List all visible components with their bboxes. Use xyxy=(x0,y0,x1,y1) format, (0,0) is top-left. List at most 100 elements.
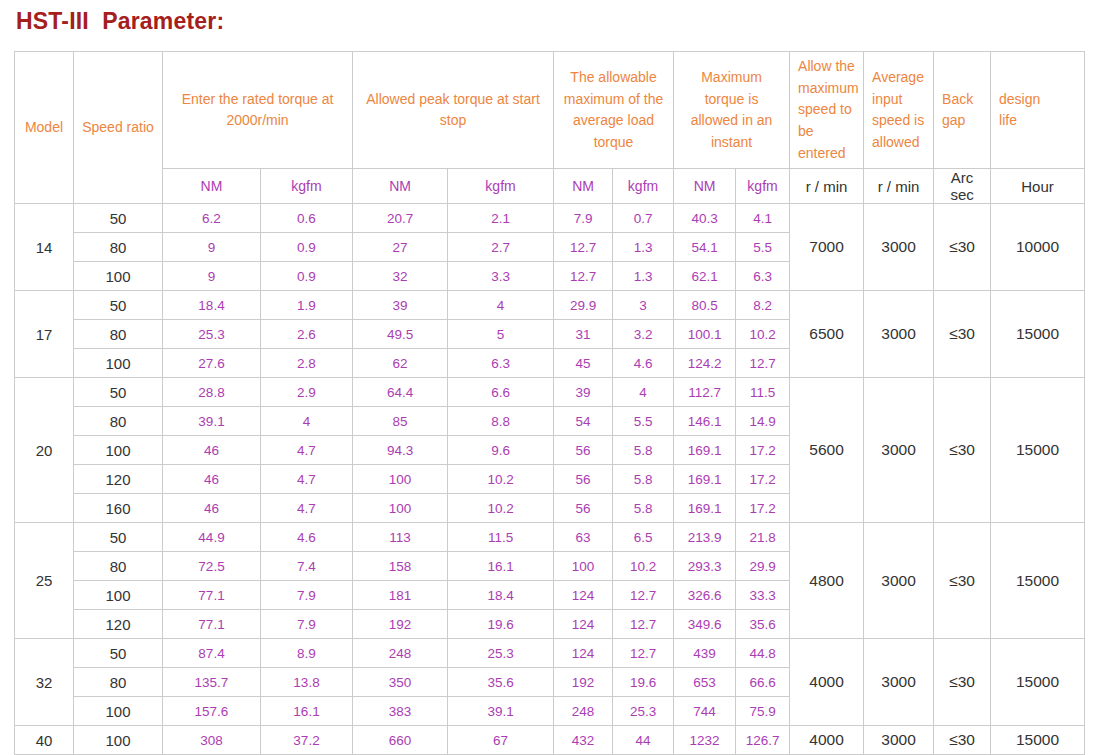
max-input-speed-cell: 4800 xyxy=(790,523,864,639)
value-cell: 39.1 xyxy=(163,407,261,436)
value-cell: 1232 xyxy=(674,726,736,755)
value-cell: 19.6 xyxy=(448,610,554,639)
value-cell: 5.5 xyxy=(613,407,674,436)
value-cell: 46 xyxy=(163,465,261,494)
header-back-gap: Back gap xyxy=(934,52,991,169)
value-cell: 25.3 xyxy=(613,697,674,726)
design-life-cell: 15000 xyxy=(991,726,1085,755)
value-cell: 62 xyxy=(353,349,448,378)
value-cell: 0.9 xyxy=(261,262,353,291)
value-cell: 25.3 xyxy=(448,639,554,668)
speed-ratio-cell: 50 xyxy=(74,523,163,552)
value-cell: 350 xyxy=(353,668,448,697)
value-cell: 40.3 xyxy=(674,204,736,233)
value-cell: 4.1 xyxy=(736,204,790,233)
header-design-life: design life xyxy=(991,52,1085,169)
value-cell: 349.6 xyxy=(674,610,736,639)
value-cell: 8.9 xyxy=(261,639,353,668)
value-cell: 31 xyxy=(554,320,613,349)
value-cell: 33.3 xyxy=(736,581,790,610)
speed-ratio-cell: 100 xyxy=(74,436,163,465)
value-cell: 100.1 xyxy=(674,320,736,349)
value-cell: 3 xyxy=(613,291,674,320)
speed-ratio-cell: 80 xyxy=(74,668,163,697)
speed-ratio-cell: 100 xyxy=(74,697,163,726)
value-cell: 12.7 xyxy=(613,581,674,610)
value-cell: 77.1 xyxy=(163,581,261,610)
value-cell: 66.6 xyxy=(736,668,790,697)
value-cell: 4.6 xyxy=(261,523,353,552)
speed-ratio-cell: 100 xyxy=(74,726,163,755)
value-cell: 75.9 xyxy=(736,697,790,726)
back-gap-cell: ≤30 xyxy=(934,378,991,523)
unit-rmin-1: r / min xyxy=(790,169,864,204)
value-cell: 2.8 xyxy=(261,349,353,378)
speed-ratio-cell: 80 xyxy=(74,407,163,436)
speed-ratio-cell: 120 xyxy=(74,465,163,494)
value-cell: 27 xyxy=(353,233,448,262)
back-gap-cell: ≤30 xyxy=(934,523,991,639)
value-cell: 3.2 xyxy=(613,320,674,349)
header-model: Model xyxy=(15,52,74,204)
value-cell: 87.4 xyxy=(163,639,261,668)
page: HST-III Parameter: Model Speed ratio Ent… xyxy=(0,0,1100,755)
value-cell: 7.9 xyxy=(261,610,353,639)
value-cell: 10.2 xyxy=(613,552,674,581)
max-input-speed-cell: 4000 xyxy=(790,726,864,755)
unit-kgfm-3: kgfm xyxy=(613,169,674,204)
value-cell: 12.7 xyxy=(613,610,674,639)
value-cell: 8.2 xyxy=(736,291,790,320)
speed-ratio-cell: 50 xyxy=(74,204,163,233)
header-peak-torque: Allowed peak torque at start stop xyxy=(353,52,554,169)
value-cell: 113 xyxy=(353,523,448,552)
back-gap-cell: ≤30 xyxy=(934,204,991,291)
avg-input-speed-cell: 3000 xyxy=(864,726,934,755)
value-cell: 12.7 xyxy=(554,262,613,291)
speed-ratio-cell: 120 xyxy=(74,610,163,639)
value-cell: 44.9 xyxy=(163,523,261,552)
value-cell: 4.7 xyxy=(261,436,353,465)
unit-kgfm-4: kgfm xyxy=(736,169,790,204)
speed-ratio-cell: 80 xyxy=(74,552,163,581)
value-cell: 56 xyxy=(554,494,613,523)
value-cell: 67 xyxy=(448,726,554,755)
value-cell: 0.7 xyxy=(613,204,674,233)
value-cell: 1.3 xyxy=(613,262,674,291)
value-cell: 44.8 xyxy=(736,639,790,668)
value-cell: 100 xyxy=(353,465,448,494)
table-row: 4010030837.266067432441232126.740003000≤… xyxy=(15,726,1085,755)
header-avg-input-speed: Average input speed is allowed xyxy=(864,52,934,169)
value-cell: 124 xyxy=(554,639,613,668)
value-cell: 8.8 xyxy=(448,407,554,436)
value-cell: 135.7 xyxy=(163,668,261,697)
value-cell: 14.9 xyxy=(736,407,790,436)
value-cell: 10.2 xyxy=(448,465,554,494)
unit-rmin-2: r / min xyxy=(864,169,934,204)
value-cell: 56 xyxy=(554,465,613,494)
table-row: 255044.94.611311.5636.5213.921.848003000… xyxy=(15,523,1085,552)
back-gap-cell: ≤30 xyxy=(934,726,991,755)
value-cell: 293.3 xyxy=(674,552,736,581)
value-cell: 1.3 xyxy=(613,233,674,262)
value-cell: 32 xyxy=(353,262,448,291)
value-cell: 72.5 xyxy=(163,552,261,581)
avg-input-speed-cell: 3000 xyxy=(864,204,934,291)
unit-kgfm-1: kgfm xyxy=(261,169,353,204)
value-cell: 124.2 xyxy=(674,349,736,378)
value-cell: 77.1 xyxy=(163,610,261,639)
value-cell: 25.3 xyxy=(163,320,261,349)
value-cell: 0.9 xyxy=(261,233,353,262)
value-cell: 5.8 xyxy=(613,494,674,523)
value-cell: 10.2 xyxy=(448,494,554,523)
value-cell: 2.9 xyxy=(261,378,353,407)
header-row-groups: Model Speed ratio Enter the rated torque… xyxy=(15,52,1085,169)
speed-ratio-cell: 80 xyxy=(74,233,163,262)
value-cell: 9.6 xyxy=(448,436,554,465)
value-cell: 157.6 xyxy=(163,697,261,726)
value-cell: 146.1 xyxy=(674,407,736,436)
unit-nm-1: NM xyxy=(163,169,261,204)
design-life-cell: 15000 xyxy=(991,639,1085,726)
value-cell: 5.5 xyxy=(736,233,790,262)
value-cell: 7.9 xyxy=(261,581,353,610)
unit-arcsec: Arc sec xyxy=(934,169,991,204)
